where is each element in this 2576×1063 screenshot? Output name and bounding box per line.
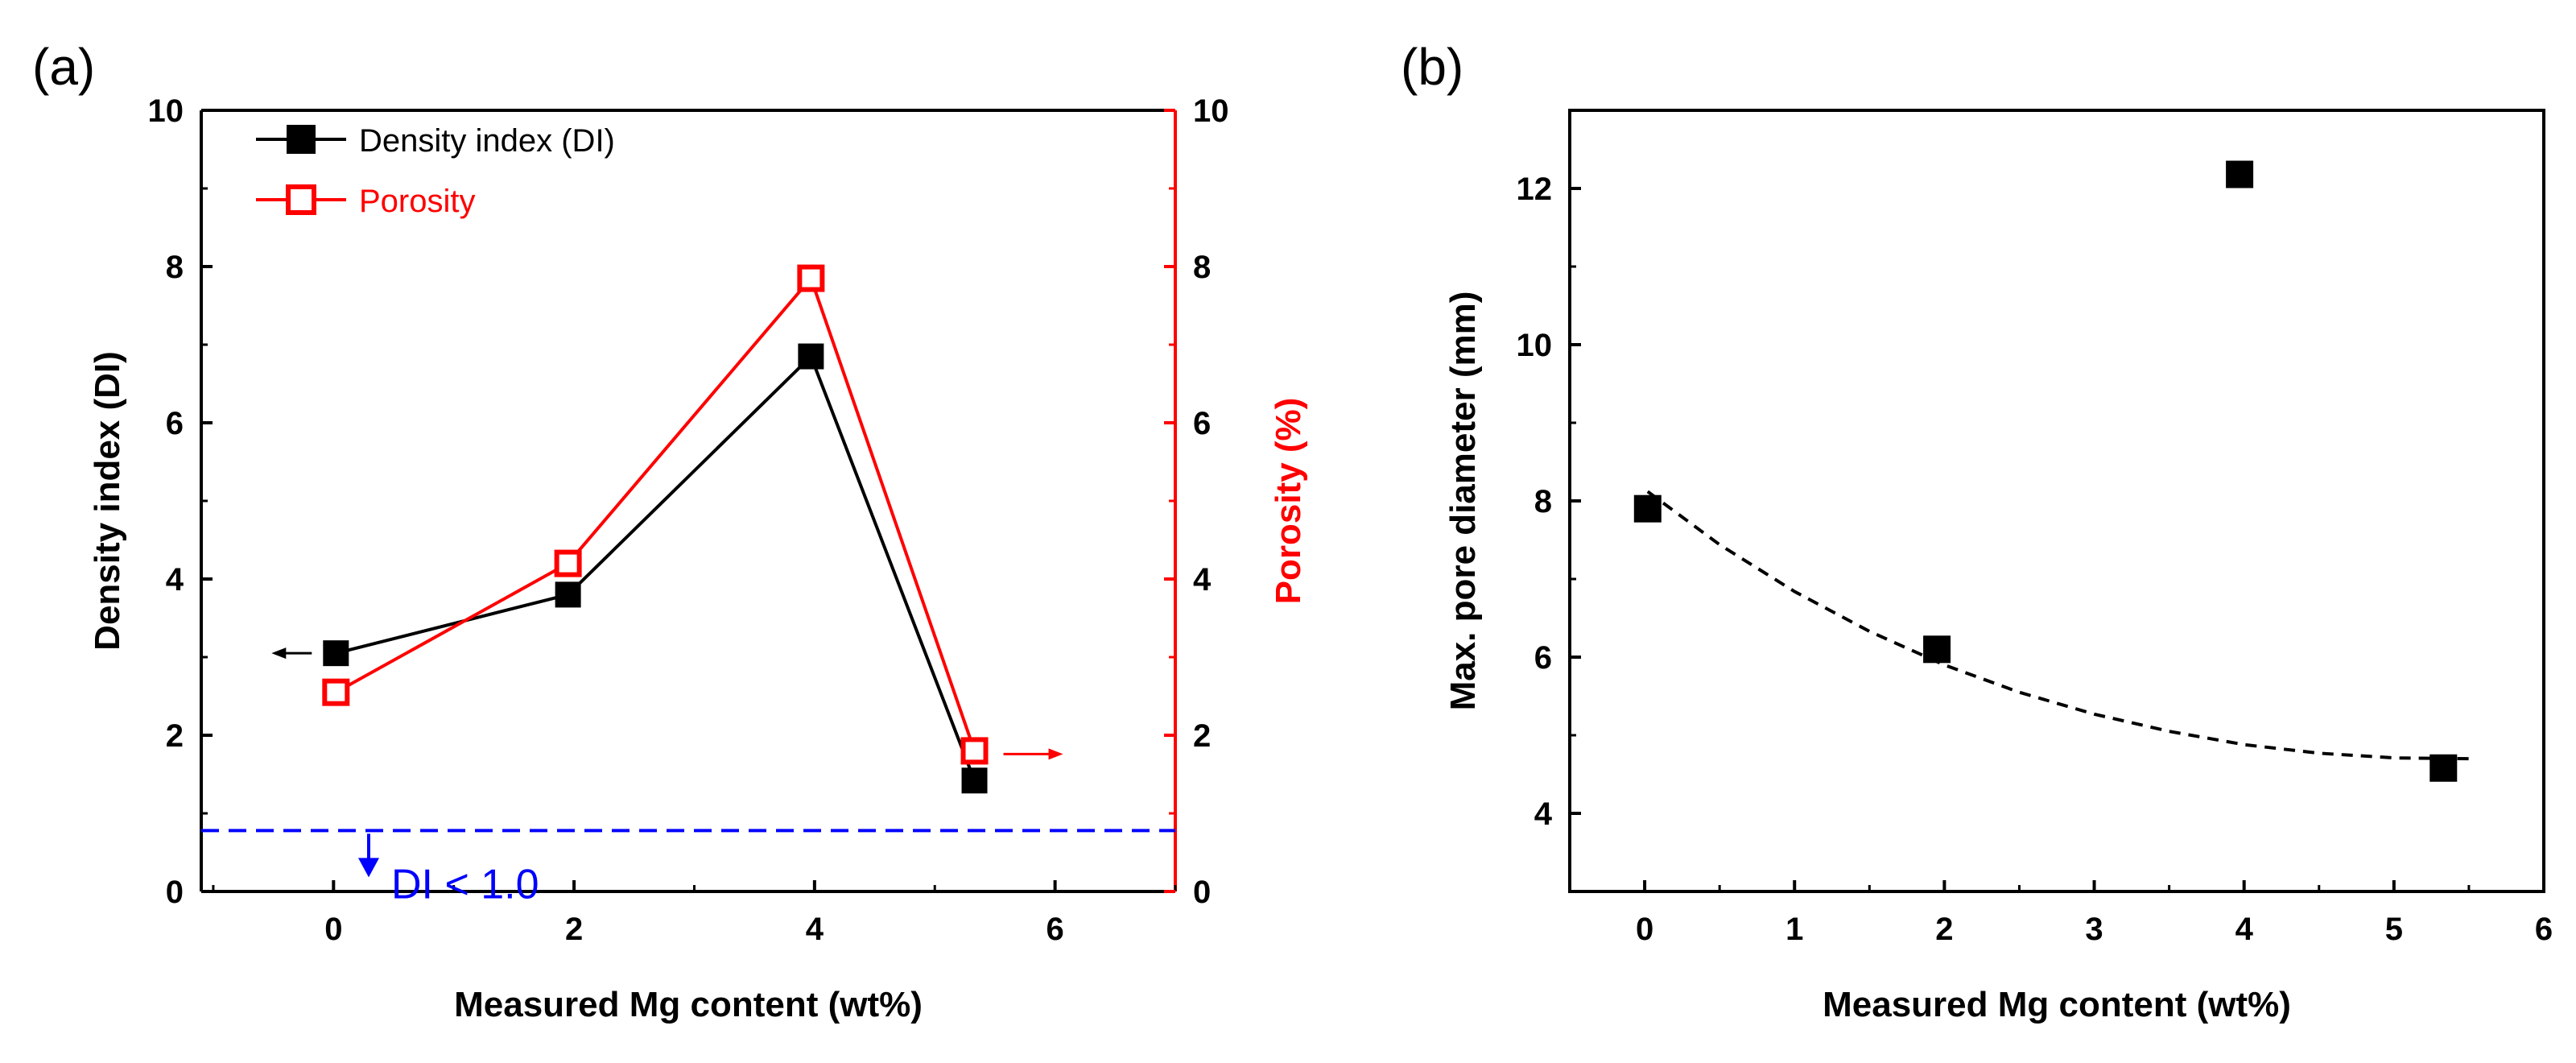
panel-a-density-index-point: [555, 581, 581, 608]
panel-a-x-tick-label: 2: [565, 912, 583, 947]
panel-b-y-axis-title: Max. pore diameter (mm): [1443, 292, 1483, 711]
panel-a-right-tick-label: 10: [1193, 93, 1229, 129]
legend-label-density-index: Density index (DI): [359, 123, 615, 159]
panel-b-x-tick-label: 1: [1785, 912, 1803, 947]
legend-label-porosity: Porosity: [359, 184, 476, 219]
panel-b-x-tick-label: 5: [2385, 912, 2403, 947]
panel-b-data-point: [1633, 494, 1662, 523]
panel-a-density-index-point: [798, 343, 824, 370]
panel-b-x-axis-title: Measured Mg content (wt%): [1823, 985, 2291, 1024]
panel-a-density-index-line: [335, 353, 976, 781]
panel-b-data-point: [1923, 635, 1951, 664]
panel-b-data-point: [2429, 754, 2458, 782]
panel-b-frame: [1568, 109, 2545, 893]
panel-a-x-tick-label: 0: [324, 912, 342, 947]
panel-a-density-index-point: [961, 767, 988, 794]
panel-b-x-tick-label: 3: [2085, 912, 2103, 947]
panel-a-left-pointer-head: [271, 647, 287, 660]
panel-b-y-tick-label: 8: [1534, 484, 1552, 519]
panel-a-y-tick-label: 10: [148, 93, 184, 129]
panel-a-right-pointer-head: [1048, 748, 1063, 760]
panel-a-porosity-point: [322, 678, 350, 706]
panel-a-right-axis-title: Porosity (%): [1269, 398, 1308, 605]
panel-a-density-index-point: [323, 640, 349, 667]
panel-b-y-tick-label: 12: [1517, 172, 1553, 207]
panel-a-legend: Density index (DI) Porosity: [256, 123, 615, 219]
panel-b-y-tick-label: 4: [1534, 796, 1553, 832]
panel-a-porosity-point: [797, 264, 825, 292]
panel-a-label: (a): [32, 38, 95, 96]
panel-a-right-tick-label: 4: [1193, 562, 1212, 598]
panel-a-x-tick-label: 4: [806, 912, 824, 947]
panel-b-trendline: [1646, 490, 2469, 761]
panel-a-y-tick-label: 2: [166, 718, 184, 754]
panel-a-x-tick-label: 6: [1046, 912, 1063, 947]
panel-a-y-tick-label: 8: [166, 250, 184, 285]
panel-a-y-tick-label: 4: [166, 562, 184, 598]
panel-b-x-tick-label: 6: [2535, 912, 2553, 947]
panel-b-x-tick-label: 2: [1935, 912, 1953, 947]
panel-a-porosity-point: [960, 737, 989, 765]
legend-marker-density-index: [287, 125, 316, 154]
panel-a-right-tick-label: 6: [1193, 406, 1211, 441]
panel-a-threshold-arrow-head: [358, 858, 379, 878]
panel-a-porosity-point: [554, 549, 582, 577]
panel-a-threshold-label: DI < 1.0: [391, 861, 539, 908]
panel-b-x-tick-label: 0: [1636, 912, 1653, 947]
panel-b-y-tick-label: 6: [1534, 640, 1552, 676]
panel-a-y-tick-label: 0: [166, 875, 184, 910]
panel-a-right-tick-label: 0: [1193, 875, 1211, 910]
panel-b-x-tick-label: 4: [2235, 912, 2254, 947]
panel-a-right-tick-label: 8: [1193, 250, 1211, 285]
panel-a-left-axis-title: Density index (DI): [88, 351, 127, 651]
panel-a-y-tick-label: 6: [166, 406, 184, 441]
panel-a-right-tick-label: 2: [1193, 718, 1211, 754]
legend-marker-porosity: [286, 184, 316, 215]
panel-a-porosity-line: [335, 275, 976, 752]
panel-b-label: (b): [1401, 38, 1463, 96]
panel-b-y-tick-label: 10: [1517, 328, 1553, 363]
panel-a-x-axis-title: Measured Mg content (wt%): [454, 985, 923, 1024]
panel-b-data-point: [2226, 160, 2254, 188]
panel-a-chart: 0 2 4 6 0 2 4 6 8 10 0 2 4 6 8 10 Measured Mg content (w…: [88, 93, 1308, 1024]
